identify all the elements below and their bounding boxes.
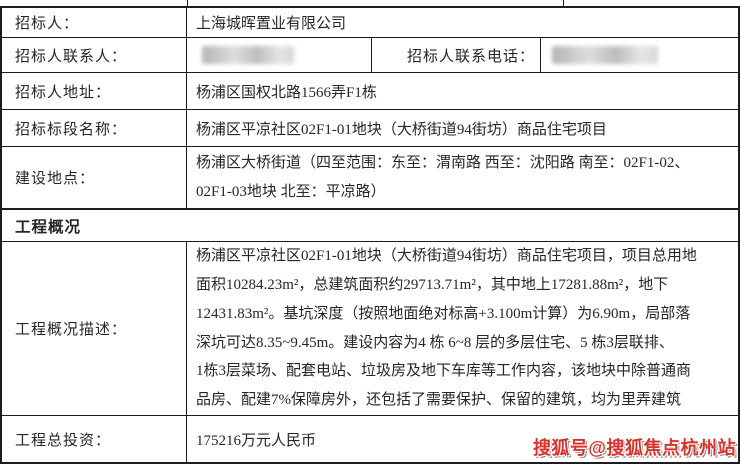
table-row-contact: 招标人联系人： 招标人联系电话： <box>2 38 738 73</box>
overview-value: 杨浦区平凉社区02F1-01地块（大桥街道94街坊）商品住宅项目，项目总用地 面… <box>196 248 697 409</box>
sohu-watermark: 搜狐号@搜狐焦点杭州站 <box>532 438 736 458</box>
location-label: 建设地点： <box>2 147 187 208</box>
contact-phone-label: 招标人联系电话： <box>372 38 541 72</box>
redacted-contact-phone <box>552 46 658 64</box>
contact-phone-value-cell <box>541 38 738 72</box>
section-name-label: 招标标段名称： <box>2 110 187 146</box>
bidder-label: 招标人： <box>2 8 187 37</box>
bidder-value: 上海城晖置业有限公司 <box>196 16 347 32</box>
location-value: 杨浦区大桥街道（四至范围：东至：渭南路 西至：沈阳路 南至：02F1-02、 0… <box>196 154 690 200</box>
table-top-partial-row <box>0 0 740 8</box>
contact-value-cell <box>187 38 372 72</box>
section-name-value: 杨浦区平凉社区02F1-01地块（大桥街道94街坊）商品住宅项目 <box>196 121 607 138</box>
investment-label: 工程总投资： <box>2 416 187 462</box>
table-row-location: 建设地点： 杨浦区大桥街道（四至范围：东至：渭南路 西至：沈阳路 南至：02F1… <box>2 147 738 210</box>
tender-info-table: 招标人： 上海城晖置业有限公司 招标人联系人： 招标人联系电话： 招标人地址： … <box>0 8 740 464</box>
table-divider-line <box>187 0 188 6</box>
overview-label: 工程概况描述： <box>2 242 187 415</box>
table-row-overview: 工程概况描述： 杨浦区平凉社区02F1-01地块（大桥街道94街坊）商品住宅项目… <box>2 242 738 416</box>
table-divider-line <box>563 0 564 6</box>
table-row-section-name: 招标标段名称： 杨浦区平凉社区02F1-01地块（大桥街道94街坊）商品住宅项目 <box>2 110 738 147</box>
table-row-investment: 工程总投资： 175216万元人民币 <box>2 416 738 462</box>
redacted-contact-name <box>202 46 294 64</box>
address-value: 杨浦区国权北路1566弄F1栋 <box>196 84 377 101</box>
table-row-bidder: 招标人： 上海城晖置业有限公司 <box>2 8 738 38</box>
contact-label: 招标人联系人： <box>2 38 187 72</box>
table-row-address: 招标人地址： 杨浦区国权北路1566弄F1栋 <box>2 73 738 110</box>
address-label: 招标人地址： <box>2 73 187 109</box>
overview-section-header: 工程概况 <box>2 210 738 242</box>
investment-value: 175216万元人民币 <box>196 432 317 449</box>
